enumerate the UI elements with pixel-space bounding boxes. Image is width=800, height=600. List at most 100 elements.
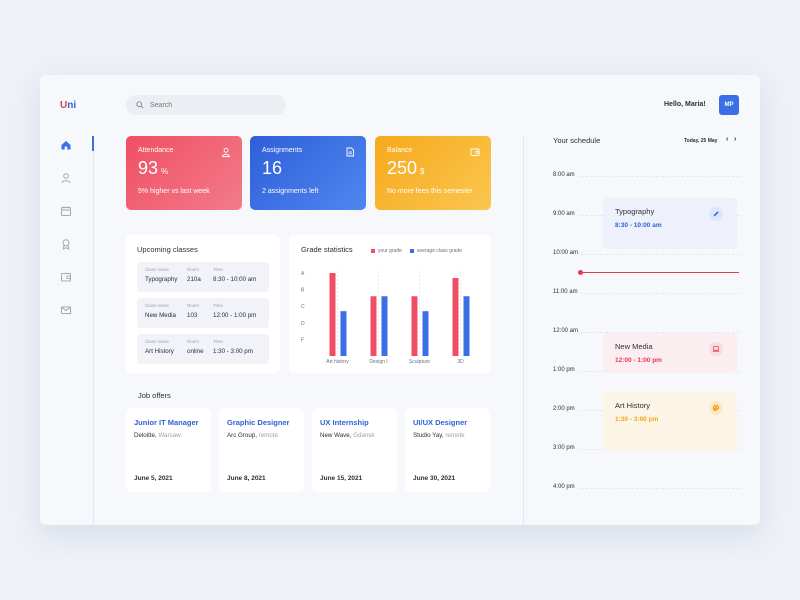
nav-home-icon[interactable] [60, 138, 72, 150]
nav-calendar-icon[interactable] [60, 204, 72, 216]
class-time: 12:00 - 1:00 pm [213, 312, 257, 319]
event-name: Art History [615, 401, 651, 410]
attendance-sub: 5% higher vs last week [138, 188, 210, 195]
sidebar-active-indicator [92, 136, 94, 151]
x-tick-label: Sculpture [409, 359, 430, 365]
bar-your-grade[interactable] [411, 296, 418, 356]
job-title[interactable]: Junior IT Manager [134, 418, 199, 427]
schedule-prev-button[interactable]: ‹ [726, 136, 729, 143]
y-tick-label: B [301, 288, 305, 294]
time-gridline [580, 332, 740, 333]
bar-your-grade[interactable] [452, 277, 459, 356]
job-card[interactable]: UX Internship New Wave, Gdansk June 15, 20… [312, 408, 397, 492]
schedule-next-button[interactable]: › [734, 136, 737, 143]
job-date: June 8, 2021 [227, 475, 266, 482]
laptop-icon[interactable] [709, 342, 723, 356]
room-header: Room [187, 303, 200, 308]
x-tick-label: 3D [457, 359, 464, 365]
class-time: 8:30 - 10:00 am [213, 276, 257, 283]
time-gridline [580, 254, 740, 255]
balance-card[interactable]: Balance 250 $ No more fees this semester [375, 136, 491, 210]
class-name: Typography [145, 276, 178, 283]
job-company: Studio Yay, remote [413, 432, 465, 439]
search-bar[interactable] [126, 95, 286, 115]
upcoming-classes-panel: Upcoming classes Class name Typography Roo… [126, 235, 280, 373]
current-time-dot [578, 270, 583, 275]
event-art-history[interactable]: Art History 1:30 - 3:00 pm [603, 392, 737, 450]
room-header: Room [187, 267, 200, 272]
nav-award-icon[interactable] [60, 237, 72, 250]
event-typography[interactable]: Typography 8:30 - 10:00 am [603, 198, 737, 249]
class-row[interactable]: Class name Typography Room 210a Time 8:30 - 1… [137, 262, 269, 292]
assignments-card[interactable]: Assignments 16 2 assignments left [250, 136, 366, 210]
attendance-card[interactable]: Attendance 93% 5% higher vs last week [126, 136, 242, 210]
chart-legend: your grade average class grade [371, 248, 462, 254]
job-title[interactable]: Graphic Designer [227, 418, 290, 427]
class-row[interactable]: Class name Art History Room online Time 1:30 … [137, 334, 269, 364]
job-company: Deloitte, Warsaw [134, 432, 181, 439]
bar-average-grade[interactable] [463, 296, 470, 356]
time-label: 4:00 pm [553, 484, 575, 490]
assignments-sub: 2 assignments left [262, 188, 319, 195]
time-label: 1:00 pm [553, 367, 575, 373]
upcoming-classes-title: Upcoming classes [137, 245, 198, 254]
assignments-label: Assignments [262, 147, 303, 154]
job-title[interactable]: UX Internship [320, 418, 369, 427]
class-room: online [187, 348, 204, 355]
user-icon [222, 147, 230, 157]
time-gridline [580, 293, 740, 294]
class-name-header: Class name [145, 267, 169, 272]
balance-value: 250 $ [387, 158, 425, 178]
event-time: 8:30 - 10:00 am [615, 222, 662, 229]
job-company: Arc Group, remote [227, 432, 278, 439]
palette-icon[interactable] [709, 401, 723, 415]
time-label: 8:00 am [553, 172, 575, 178]
job-date: June 15, 2021 [320, 475, 363, 482]
bar-average-grade[interactable] [340, 311, 347, 356]
nav-user-icon[interactable] [60, 171, 72, 184]
bar-average-grade[interactable] [422, 311, 429, 356]
room-header: Room [187, 339, 200, 344]
class-room: 210a [187, 276, 201, 283]
schedule-date: Today, 25 May [684, 138, 718, 144]
bar-average-grade[interactable] [381, 296, 388, 356]
time-header: Time [213, 267, 223, 272]
job-title[interactable]: UI/UX Designer [413, 418, 468, 427]
x-tick-label: Design I [369, 359, 387, 365]
class-name-header: Class name [145, 303, 169, 308]
job-date: June 30, 2021 [413, 475, 456, 482]
nav-wallet-icon[interactable] [60, 270, 72, 282]
class-row[interactable]: Class name New Media Room 103 Time 12:00 - 1:… [137, 298, 269, 328]
event-new-media[interactable]: New Media 12:00 - 1:00 pm [603, 333, 737, 373]
y-tick-label: A [301, 271, 305, 277]
class-name: Art History [145, 348, 174, 355]
time-header: Time [213, 339, 223, 344]
bar-your-grade[interactable] [329, 273, 336, 356]
time-label: 3:00 pm [553, 445, 575, 451]
job-offers-title: Job offers [138, 391, 171, 400]
avatar[interactable]: MP [719, 95, 739, 115]
pencil-icon[interactable] [709, 207, 723, 221]
search-input[interactable] [150, 101, 270, 109]
job-card[interactable]: Graphic Designer Arc Group, remote June 8,… [219, 408, 304, 492]
attendance-label: Attendance [138, 147, 174, 154]
event-time: 1:30 - 3:00 pm [615, 416, 659, 423]
bar-your-grade[interactable] [370, 296, 377, 356]
assignments-value: 16 [262, 158, 283, 178]
class-name-header: Class name [145, 339, 169, 344]
sidebar-divider [93, 135, 94, 525]
time-label: 10:00 am [553, 250, 579, 256]
time-label: 2:00 pm [553, 406, 575, 412]
job-card[interactable]: Junior IT Manager Deloitte, Warsaw June 5,… [126, 408, 211, 492]
schedule-title: Your schedule [553, 136, 601, 145]
time-label: 12:00 am [553, 328, 579, 334]
job-card[interactable]: UI/UX Designer Studio Yay, remote June 30,… [405, 408, 490, 492]
grade-chart: A B C D F Art history Design I Sculpture 3D [301, 271, 470, 365]
nav-mail-icon[interactable] [60, 303, 72, 315]
brand-logo[interactable]: Uni [60, 100, 76, 111]
time-gridline [580, 488, 740, 489]
greeting-text: Hello, Maria! [664, 101, 706, 108]
time-header: Time [213, 303, 223, 308]
logo-letters-ni: ni [67, 100, 77, 111]
wallet-icon [470, 148, 480, 156]
